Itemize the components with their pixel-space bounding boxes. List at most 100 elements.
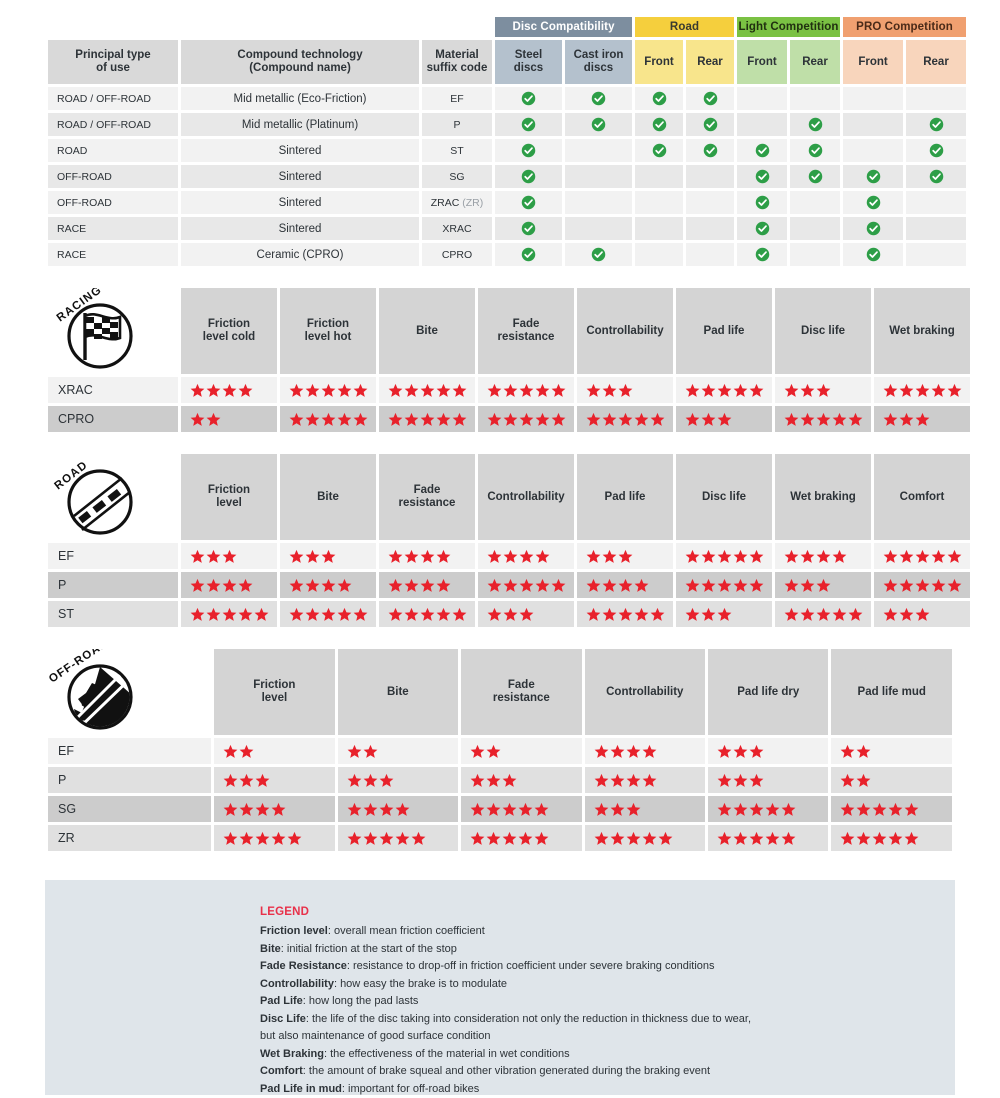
star-icon bbox=[749, 549, 764, 564]
legend-entry: Friction level: overall mean friction co… bbox=[260, 923, 955, 941]
compat-check-cell bbox=[906, 113, 966, 136]
star-icon bbox=[642, 831, 657, 846]
star-icon bbox=[717, 607, 732, 622]
star-icon bbox=[848, 607, 863, 622]
star-icon bbox=[305, 549, 320, 564]
star-icon bbox=[626, 802, 641, 817]
rating-cell bbox=[280, 572, 376, 598]
star-icon bbox=[800, 549, 815, 564]
star-icon bbox=[840, 773, 855, 788]
rating-cell bbox=[338, 738, 458, 764]
star-icon bbox=[388, 549, 403, 564]
star-icon bbox=[701, 383, 716, 398]
check-icon bbox=[929, 169, 944, 184]
rating-cell bbox=[676, 406, 772, 432]
star-icon bbox=[848, 412, 863, 427]
offroad-row-label: P bbox=[48, 767, 211, 793]
compat-check-cell bbox=[686, 165, 734, 188]
compat-check-cell bbox=[635, 217, 683, 240]
legend-entry: Controllability: how easy the brake is t… bbox=[260, 976, 955, 994]
legend-term: Bite bbox=[260, 943, 281, 955]
legend-term: Pad Life in mud bbox=[260, 1083, 342, 1095]
star-icon bbox=[749, 773, 764, 788]
check-icon bbox=[652, 91, 667, 106]
star-icon bbox=[733, 773, 748, 788]
check-icon bbox=[866, 169, 881, 184]
mud-splash-icon: OFF-ROAD bbox=[48, 649, 144, 735]
star-icon bbox=[404, 383, 419, 398]
road-column-header-4: Pad life bbox=[577, 454, 673, 540]
rating-cell bbox=[181, 572, 277, 598]
table-row: P bbox=[48, 572, 970, 598]
legend-entry: but also maintenance of good surface con… bbox=[260, 1028, 955, 1046]
star-icon bbox=[404, 412, 419, 427]
star-icon bbox=[872, 802, 887, 817]
compat-use-cell: RACE bbox=[48, 217, 178, 240]
star-icon bbox=[610, 802, 625, 817]
star-icon bbox=[781, 831, 796, 846]
rating-cell bbox=[585, 738, 705, 764]
compat-check-cell bbox=[737, 191, 787, 214]
compat-compound-cell: Sintered bbox=[181, 217, 419, 240]
rating-cell bbox=[831, 825, 952, 851]
rating-cell bbox=[338, 767, 458, 793]
rating-cell bbox=[280, 601, 376, 627]
star-icon bbox=[519, 549, 534, 564]
star-icon bbox=[816, 607, 831, 622]
star-icon bbox=[947, 549, 962, 564]
road-column-header-3: Controllability bbox=[478, 454, 574, 540]
legend-lines: Friction level: overall mean friction co… bbox=[260, 923, 955, 1098]
legend-term: Controllability bbox=[260, 978, 334, 990]
star-icon bbox=[602, 412, 617, 427]
compat-check-cell bbox=[635, 165, 683, 188]
star-icon bbox=[586, 412, 601, 427]
compat-check-cell bbox=[565, 243, 632, 266]
check-icon bbox=[521, 91, 536, 106]
star-icon bbox=[452, 607, 467, 622]
road-row-label: P bbox=[48, 572, 178, 598]
star-icon bbox=[223, 773, 238, 788]
compat-code-cell: EF bbox=[422, 87, 492, 110]
check-icon bbox=[591, 91, 606, 106]
star-icon bbox=[289, 578, 304, 593]
check-icon bbox=[521, 221, 536, 236]
rating-cell bbox=[461, 738, 581, 764]
star-icon bbox=[800, 578, 815, 593]
compat-check-cell bbox=[495, 165, 562, 188]
star-icon bbox=[519, 383, 534, 398]
star-icon bbox=[586, 383, 601, 398]
compat-check-cell bbox=[635, 243, 683, 266]
star-icon bbox=[486, 744, 501, 759]
star-icon bbox=[337, 412, 352, 427]
star-icon bbox=[784, 549, 799, 564]
star-icon bbox=[717, 412, 732, 427]
racing-column-header-6: Disc life bbox=[775, 288, 871, 374]
star-icon bbox=[519, 607, 534, 622]
star-icon bbox=[404, 607, 419, 622]
legend-term: Comfort bbox=[260, 1065, 303, 1077]
compat-check-cell bbox=[906, 87, 966, 110]
legend-entry: Disc Life: the life of the disc taking i… bbox=[260, 1011, 955, 1029]
offroad-badge: OFF-ROAD bbox=[48, 649, 144, 735]
star-icon bbox=[238, 607, 253, 622]
star-icon bbox=[717, 744, 732, 759]
star-icon bbox=[289, 549, 304, 564]
legend-panel: LEGEND Friction level: overall mean fric… bbox=[45, 880, 955, 1095]
star-icon bbox=[388, 412, 403, 427]
rating-cell bbox=[831, 796, 952, 822]
star-icon bbox=[586, 549, 601, 564]
star-icon bbox=[255, 831, 270, 846]
rating-cell bbox=[379, 601, 475, 627]
compat-check-cell bbox=[906, 217, 966, 240]
star-icon bbox=[503, 549, 518, 564]
star-icon bbox=[222, 607, 237, 622]
star-icon bbox=[733, 578, 748, 593]
table-row: ZR bbox=[48, 825, 952, 851]
star-icon bbox=[347, 773, 362, 788]
rating-cell bbox=[874, 406, 970, 432]
rating-cell bbox=[181, 543, 277, 569]
compat-code-cell: ZRAC (ZR) bbox=[422, 191, 492, 214]
compat-column-header-1: Compound technology(Compound name) bbox=[181, 40, 419, 84]
